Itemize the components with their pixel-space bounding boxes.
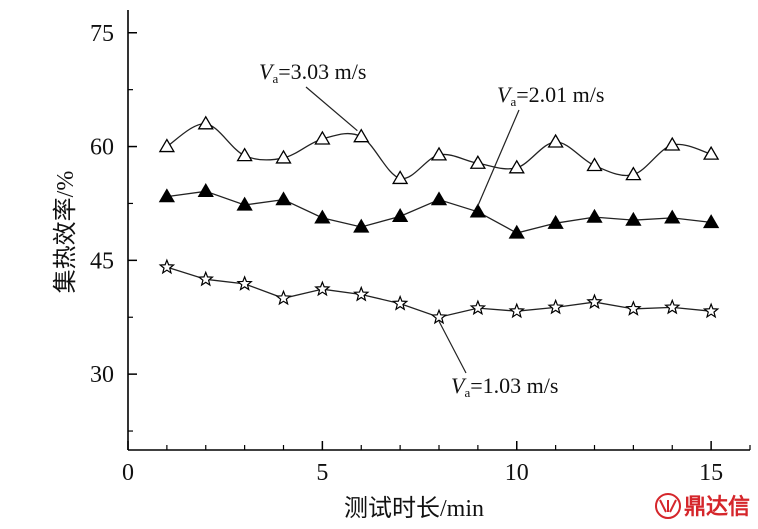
watermark-logo-mark <box>659 499 677 513</box>
data-point <box>158 138 176 153</box>
data-point <box>508 302 525 319</box>
data-point <box>664 136 681 151</box>
annotation-rest: =3.03 m/s <box>278 59 366 84</box>
data-point <box>469 299 487 316</box>
data-point <box>625 211 642 226</box>
data-point <box>275 191 292 206</box>
data-point <box>236 275 253 291</box>
data-point <box>430 146 448 161</box>
data-point <box>314 280 331 297</box>
data-point <box>314 130 331 145</box>
annotation-var: V <box>497 82 513 107</box>
data-point <box>275 289 292 306</box>
y-tick-label: 30 <box>90 362 114 388</box>
data-point <box>353 128 370 143</box>
data-point <box>547 214 564 229</box>
data-point <box>236 147 253 162</box>
data-point <box>197 115 214 130</box>
annotation-var: V <box>451 373 467 398</box>
data-point <box>430 308 448 325</box>
watermark-text: 鼎达信 <box>684 494 750 520</box>
annotation-sub: a <box>272 71 278 86</box>
annotation-leader-line <box>438 320 467 374</box>
data-point <box>586 293 603 310</box>
data-point <box>391 208 409 222</box>
data-point <box>625 166 642 181</box>
annotation-rest: =1.03 m/s <box>470 373 558 398</box>
data-point <box>314 209 331 224</box>
axis-ticks: 0 5 10 15 30 45 60 75 <box>90 21 751 486</box>
annotation-label: Va=2.01 m/s <box>497 82 604 109</box>
data-point <box>353 218 370 233</box>
y-tick-label: 60 <box>90 135 114 161</box>
data-point <box>625 300 642 316</box>
x-tick-label: 0 <box>122 460 134 486</box>
data-point <box>586 157 603 172</box>
data-point <box>508 224 525 239</box>
series-layer <box>158 115 720 325</box>
data-point <box>430 191 448 206</box>
data-point <box>664 209 681 224</box>
annotation-sub: a <box>510 94 516 109</box>
annotation-var: V <box>259 59 275 84</box>
data-point <box>275 149 292 164</box>
watermark-logo-icon <box>655 493 681 519</box>
x-tick-label: 15 <box>699 460 723 486</box>
data-point <box>547 298 564 315</box>
data-point <box>547 133 564 148</box>
y-tick-label: 45 <box>90 248 114 274</box>
annotation-leader-line <box>477 109 520 207</box>
data-point <box>702 302 720 319</box>
data-point <box>702 214 720 229</box>
x-axis-title: 测试时长/min <box>344 495 484 522</box>
data-point <box>702 145 720 160</box>
data-point <box>391 170 409 185</box>
data-point <box>586 208 603 223</box>
data-point <box>197 183 214 197</box>
data-point <box>158 258 176 275</box>
watermark: 鼎达信 <box>655 493 750 520</box>
annotation-leader-line <box>305 86 358 132</box>
data-point <box>197 270 214 287</box>
annotation-sub: a <box>464 385 470 400</box>
data-point <box>508 159 525 174</box>
data-point <box>469 154 487 169</box>
annotation-rest: =2.01 m/s <box>516 82 604 107</box>
y-axis-title: 集热效率/% <box>52 171 79 294</box>
data-point <box>391 294 409 311</box>
x-tick-label: 10 <box>505 460 529 486</box>
y-tick-label: 75 <box>90 21 114 47</box>
data-point <box>469 203 487 218</box>
data-point <box>664 298 681 315</box>
annotation-layer: Va=3.03 m/sVa=2.01 m/sVa=1.03 m/s <box>259 59 604 400</box>
annotation-label: Va=1.03 m/s <box>451 373 558 400</box>
data-point <box>158 188 176 203</box>
data-point <box>236 196 253 211</box>
data-point <box>353 285 370 302</box>
x-tick-label: 5 <box>316 460 328 486</box>
annotation-label: Va=3.03 m/s <box>259 59 366 86</box>
